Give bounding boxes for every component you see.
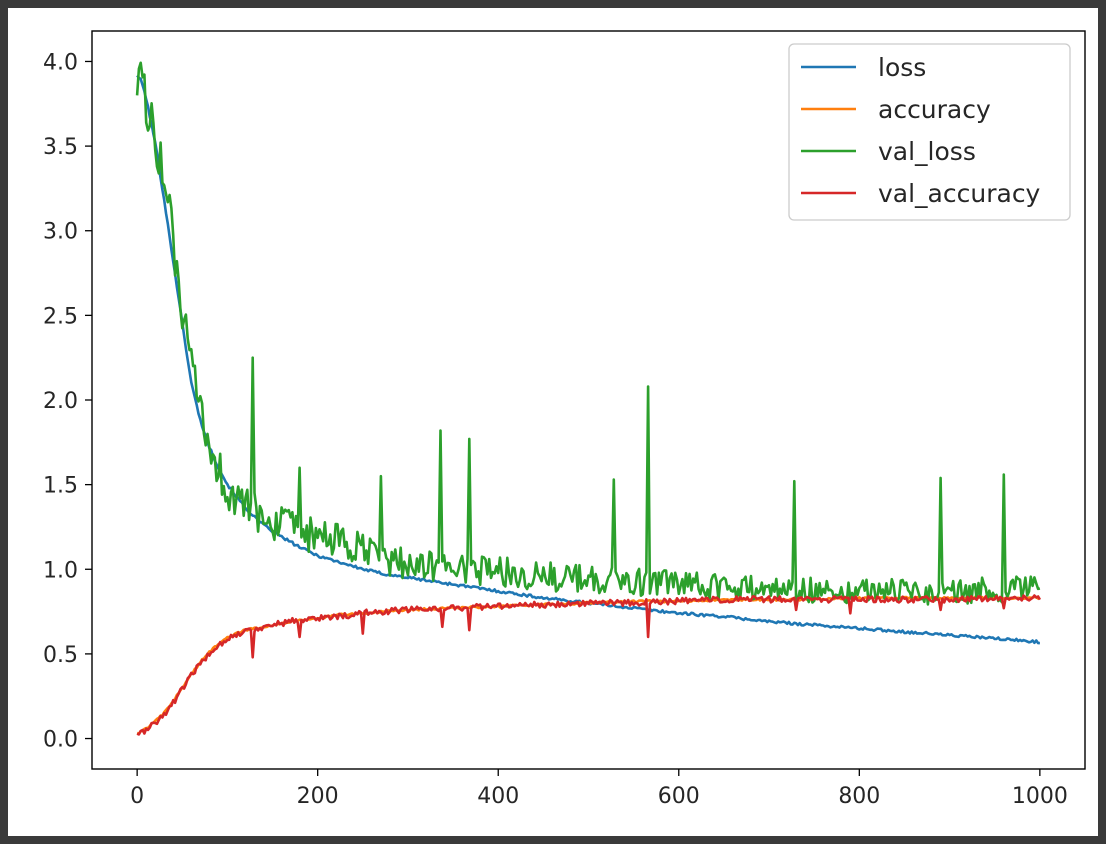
y-tick-label: 3.5 — [43, 135, 78, 160]
chart: 0 200 400 600 800 1000 0.0 0.5 1.0 1.5 2.0 2.5 3.0 3… — [43, 30, 1086, 809]
y-axis: 0.0 0.5 1.0 1.5 2.0 2.5 3.0 3.5 4.0 — [43, 50, 92, 753]
y-tick-label: 4.0 — [43, 50, 78, 75]
legend-label-val-loss: val_loss — [878, 137, 976, 166]
x-tick-label: 400 — [477, 784, 519, 809]
x-tick-label: 0 — [130, 784, 144, 809]
x-axis: 0 200 400 600 800 1000 — [130, 769, 1068, 809]
x-tick-label: 600 — [658, 784, 700, 809]
x-tick-label: 800 — [838, 784, 880, 809]
legend-label-val-accuracy: val_accuracy — [878, 179, 1041, 208]
series-line-val-loss — [135, 61, 1041, 606]
x-tick-label: 200 — [297, 784, 339, 809]
series-layer — [135, 61, 1042, 736]
legend-box — [788, 43, 1071, 221]
x-tick-label: 1000 — [1012, 784, 1068, 809]
legend-label-accuracy: accuracy — [878, 95, 991, 124]
legend: loss accuracy val_loss val_accuracy — [788, 43, 1071, 221]
chart-frame: 0 200 400 600 800 1000 0.0 0.5 1.0 1.5 2.0 2.5 3.0 3… — [8, 8, 1098, 836]
y-tick-label: 2.0 — [43, 389, 78, 414]
y-tick-label: 1.5 — [43, 474, 78, 499]
y-tick-label: 2.5 — [43, 304, 78, 329]
y-tick-label: 0.0 — [43, 728, 78, 753]
y-tick-label: 0.5 — [43, 643, 78, 668]
y-tick-label: 3.0 — [43, 220, 78, 245]
series-line-val-accuracy — [136, 594, 1042, 736]
y-tick-label: 1.0 — [43, 558, 78, 583]
legend-label-loss: loss — [878, 53, 926, 82]
